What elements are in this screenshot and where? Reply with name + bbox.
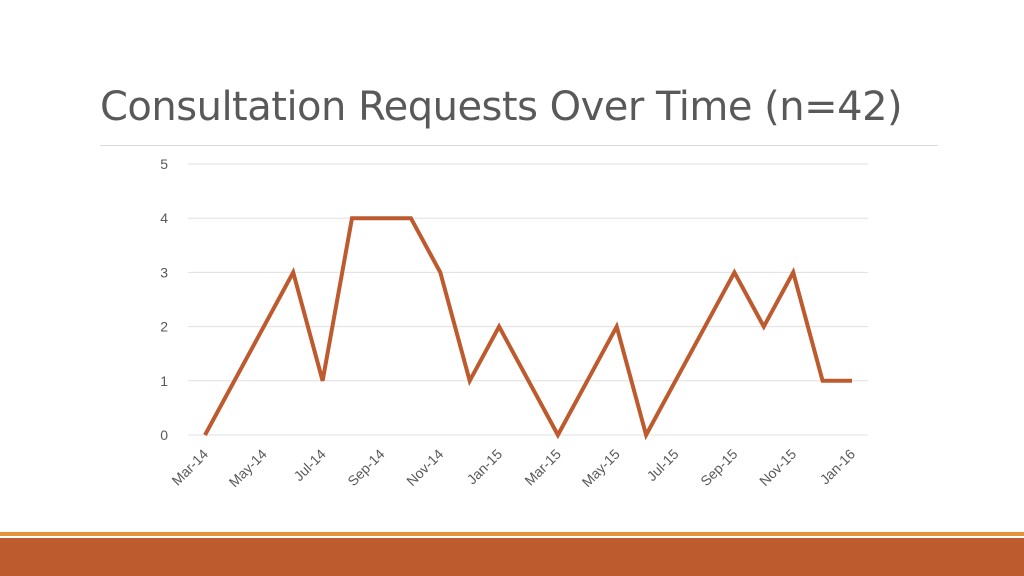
line-chart: 0 1 2 3 4 5 Mar-14 May-14 Jul-14 Sep-14 Nov-14 Jan… — [160, 156, 868, 490]
gridlines — [188, 163, 868, 436]
x-tick-label: Sep-14 — [344, 446, 387, 489]
y-tick-label: 3 — [160, 264, 168, 280]
x-tick-label: Nov-14 — [403, 446, 446, 489]
title-divider — [100, 145, 938, 146]
x-tick-label: Jul-14 — [290, 446, 328, 484]
x-tick-label: Nov-15 — [756, 446, 799, 489]
x-axis-ticks: Mar-14 May-14 Jul-14 Sep-14 Nov-14 Jan-15 Mar-… — [168, 446, 858, 490]
x-tick-label: Sep-15 — [697, 446, 740, 489]
footer-accent-line — [0, 532, 1024, 536]
x-tick-label: Jan-15 — [464, 446, 506, 488]
x-tick-label: Mar-15 — [521, 446, 564, 489]
x-tick-label: May-14 — [226, 446, 270, 490]
slide-title: Consultation Requests Over Time (n=42) — [100, 84, 903, 130]
x-tick-label: May-15 — [579, 446, 623, 490]
y-tick-label: 0 — [160, 427, 168, 443]
x-tick-label: Jul-15 — [643, 446, 681, 484]
x-tick-label: Jan-16 — [817, 446, 859, 488]
footer-band — [0, 538, 1024, 576]
y-tick-label: 1 — [160, 373, 168, 389]
y-tick-label: 4 — [160, 210, 168, 226]
series-layer — [203, 216, 853, 441]
y-axis-ticks: 0 1 2 3 4 5 — [160, 156, 168, 443]
x-tick-label: Mar-14 — [168, 446, 211, 489]
y-tick-label: 5 — [160, 156, 168, 172]
y-tick-label: 2 — [160, 319, 168, 335]
